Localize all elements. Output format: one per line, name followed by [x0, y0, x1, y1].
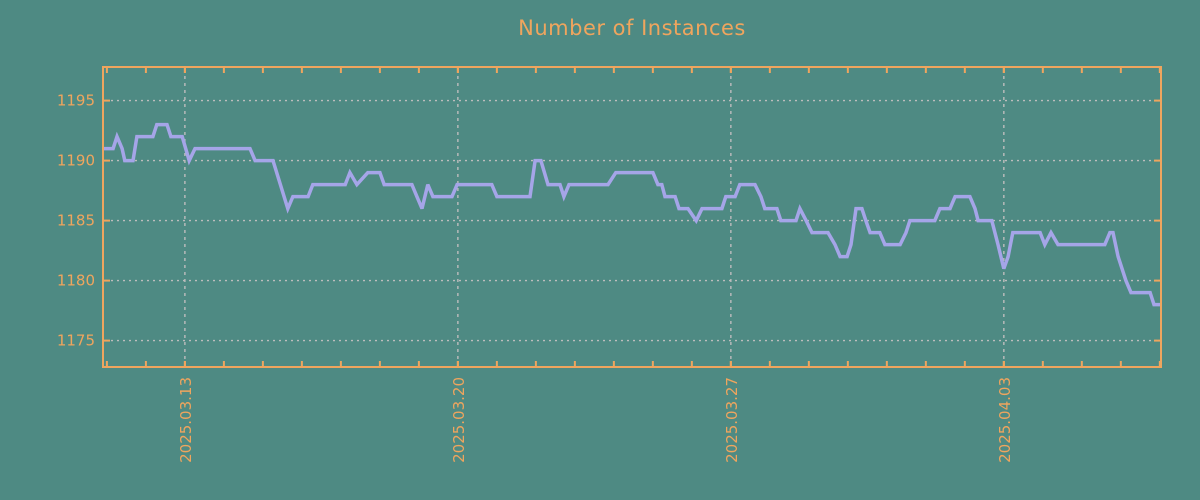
y-tick-label: 1180: [57, 272, 95, 290]
x-tick-label: 2025.03.13: [177, 377, 195, 463]
y-tick-label: 1185: [57, 212, 95, 230]
series-instances: [103, 122, 1161, 307]
y-tick-label: 1195: [57, 92, 95, 110]
axis-ticks: [103, 67, 1161, 367]
x-tick-label: 2025.04.03: [996, 377, 1014, 463]
y-tick-label: 1190: [57, 152, 95, 170]
y-gridlines: [105, 99, 1159, 342]
x-tick-labels: 2025.03.13 2025.03.20 2025.03.27 2025.04.03: [177, 377, 1014, 463]
x-gridlines: [184, 69, 1005, 365]
y-tick-labels: 1175 1180 1185 1190 1195: [57, 92, 95, 350]
x-tick-label: 2025.03.27: [723, 377, 741, 463]
series-line: [103, 122, 1161, 307]
x-tick-label: 2025.03.20: [450, 377, 468, 463]
chart-title: Number of Instances: [518, 16, 746, 40]
y-tick-label: 1175: [57, 332, 95, 350]
plot-frame: [102, 66, 1162, 368]
